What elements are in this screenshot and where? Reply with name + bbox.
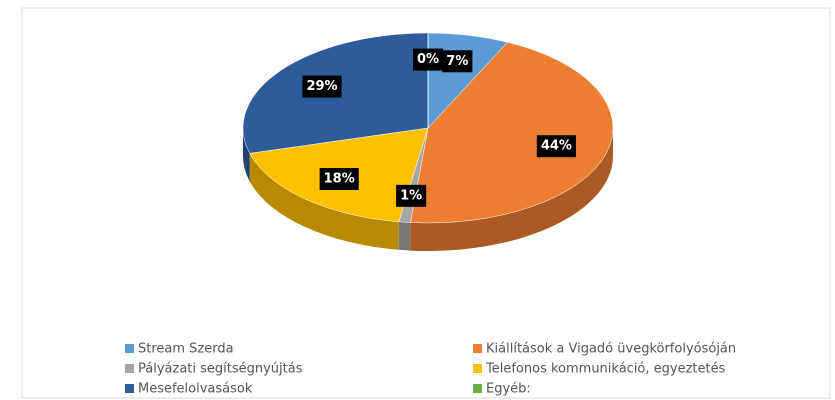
legend-label: Telefonos kommunikáció, egyeztetés [485,362,726,377]
data-label: 0% [412,48,444,71]
slice-side [398,221,411,251]
data-label: 18% [319,167,359,190]
data-label-box [412,48,444,71]
data-label-text: 7% [446,54,468,69]
legend-swatch [125,384,134,393]
data-label-text: 1% [400,188,422,203]
data-label: 7% [442,50,473,73]
legend-swatch [125,344,134,353]
legend-swatch [125,364,134,373]
data-label-text: 18% [324,171,355,186]
data-label: 1% [396,184,427,207]
data-label-box [536,135,576,158]
data-label-text: 44% [541,139,572,154]
slice-side [249,153,399,250]
data-label: 29% [302,75,342,98]
legend-label: Mesefelolvasások [138,382,253,397]
data-label-box [396,184,427,207]
data-label-text: 29% [306,79,337,94]
slice [410,41,614,224]
legend-label: Kiállítások a Vigadó üvegkörfolyósóján [486,342,736,357]
data-label-box [302,75,342,98]
data-label-box [442,50,473,73]
legend-swatch [473,364,482,373]
data-label-text: 0% [417,52,439,67]
legend-label: Stream Szerda [138,342,234,357]
legend-label: Egyéb: [486,382,531,397]
data-label-box [319,167,359,190]
legend-swatch [473,344,482,353]
legend-swatch [473,384,482,393]
slice-side [410,128,613,251]
data-label: 44% [536,135,576,158]
legend-label: Pályázati segítségnyújtás [138,362,303,377]
